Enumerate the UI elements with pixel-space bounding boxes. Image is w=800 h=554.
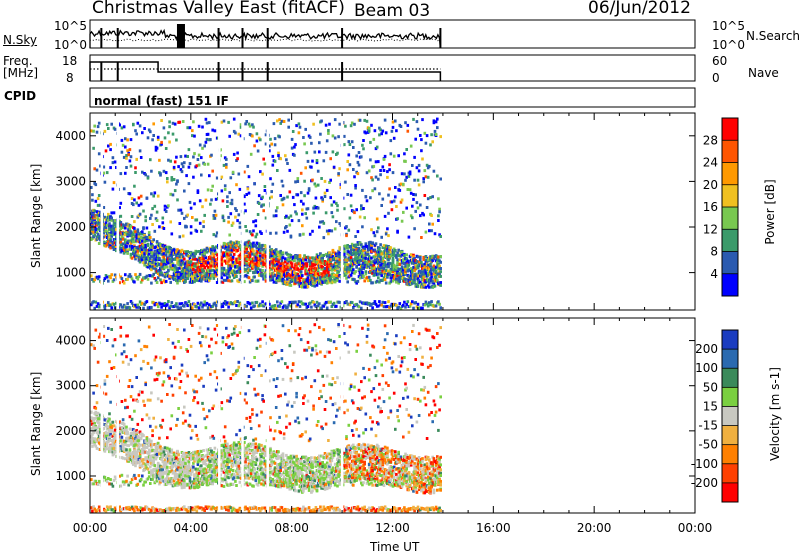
- velocity-colorbar-ticklabel-3: 15: [703, 399, 718, 413]
- nsky-label: N.Sky: [3, 33, 38, 47]
- freq-label-1: Freq.: [3, 54, 33, 68]
- velocity-data-gap-2: [218, 318, 221, 513]
- nsky-tick-top: 10^5: [54, 19, 87, 33]
- power-colorbar-ticklabel-2: 20: [703, 178, 718, 192]
- freq-trace: [89, 61, 442, 81]
- velocity-colorbar-cell-7: [722, 463, 738, 484]
- velocity-data-gap-5: [340, 318, 344, 513]
- cpid-label: CPID: [4, 89, 37, 103]
- time-tick-label-6: 00:00: [678, 521, 713, 535]
- cpid-value: normal (fast) 151 IF: [94, 94, 229, 108]
- power-colorbar-ticklabel-4: 12: [703, 222, 718, 236]
- nave-label: Nave: [748, 66, 779, 80]
- nave-tick-bottom: 0: [712, 71, 720, 85]
- power-colorbar-ticklabel-0: 28: [703, 133, 718, 147]
- power-colorbar-cell-6: [722, 251, 738, 275]
- power-yticklabel-1: 2000: [55, 220, 86, 234]
- freq-tick-bottom: 8: [66, 71, 74, 85]
- velocity-colorbar-frame: [721, 329, 739, 503]
- power-data-gap-3: [241, 113, 244, 310]
- velocity-colorbar-ticklabel-1: 100: [695, 361, 718, 375]
- time-tick-label-1: 04:00: [174, 521, 209, 535]
- power-colorbar-ticklabel-6: 4: [710, 267, 718, 281]
- nsearch-label: N.Search: [746, 29, 800, 43]
- cpid-panel-frame: [89, 87, 696, 108]
- nave-tick-top: 60: [712, 54, 728, 68]
- velocity-colorbar-cell-6: [722, 444, 738, 465]
- nsky-tick-bottom: 10^0: [54, 38, 87, 52]
- power-colorbar-cell-7: [722, 273, 738, 297]
- velocity-colorbar-ticklabel-4: -15: [698, 419, 718, 433]
- nsky-block: [176, 24, 185, 48]
- power-colorbar-cell-2: [722, 162, 738, 186]
- velocity-colorbar-ticklabel-5: -50: [698, 438, 718, 452]
- velocity-data-gap-0: [100, 318, 104, 513]
- power-data-gap-0: [100, 113, 104, 310]
- velocity-data-gap-3: [241, 318, 244, 513]
- velocity-data-gap-1: [116, 318, 119, 513]
- power-colorbar-cell-0: [722, 118, 738, 141]
- velocity-colorbar-cell-4: [722, 406, 738, 427]
- power-colorbar-cell-5: [722, 229, 738, 252]
- time-tick-label-3: 12:00: [375, 521, 410, 535]
- time-tick-label-0: 00:00: [73, 521, 108, 535]
- date-label: 06/Jun/2012: [588, 0, 691, 18]
- velocity-yticklabel-0: 1000: [55, 469, 86, 483]
- power-data-gap-4: [266, 113, 269, 310]
- velocity-yticklabel-2: 3000: [55, 379, 86, 393]
- time-tick-label-5: 20:00: [577, 521, 612, 535]
- time-axis-label: Time UT: [370, 540, 420, 554]
- power-data-gap-1: [116, 113, 119, 310]
- power-colorbar-ticklabel-1: 24: [703, 156, 718, 170]
- velocity-colorbar-ticklabel-6: -100: [691, 457, 718, 471]
- power-colorbar-cell-1: [722, 140, 738, 163]
- power-yticklabel-0: 1000: [55, 266, 86, 280]
- velocity-colorbar-cell-1: [722, 349, 738, 369]
- freq-label-2: [MHz]: [3, 66, 39, 80]
- power-heatmap: [90, 117, 442, 310]
- velocity-colorbar-cell-8: [722, 482, 738, 503]
- velocity-yticklabel-3: 4000: [55, 334, 86, 348]
- beam-label: Beam 03: [354, 1, 431, 21]
- velocity-colorbar-ticklabel-0: 200: [695, 342, 718, 356]
- power-data-gap-5: [340, 113, 344, 310]
- power-colorbar-ticklabel-3: 16: [703, 200, 718, 214]
- power-data-gap-2: [218, 113, 221, 310]
- time-tick-label-4: 16:00: [476, 521, 511, 535]
- power-colorbar-ticklabel-5: 8: [710, 245, 718, 259]
- freq-panel-frame: [89, 54, 696, 82]
- velocity-colorbar-cell-2: [722, 368, 738, 388]
- nsearch-tick-bottom: 10^0: [712, 38, 745, 52]
- freq-tick-top: 18: [62, 54, 78, 68]
- nsearch-tick-top: 10^5: [712, 19, 745, 33]
- power-colorbar-cell-3: [722, 184, 738, 208]
- power-yticklabel-2: 3000: [55, 174, 86, 188]
- time-tick-label-2: 08:00: [274, 521, 309, 535]
- velocity-colorbar-cell-5: [722, 425, 738, 446]
- power-colorbar-cell-4: [722, 207, 738, 230]
- nsky-trace: [89, 28, 442, 49]
- velocity-colorbar-ticklabel-2: 50: [703, 380, 718, 394]
- velocity-colorbar-ticklabel-7: -200: [691, 476, 718, 490]
- velocity-yticklabel-1: 2000: [55, 424, 86, 438]
- velocity-heatmap: [90, 323, 442, 513]
- plot-title: Christmas Valley East (fitACF): [92, 0, 345, 18]
- velocity-colorbar-cell-0: [722, 330, 738, 350]
- velocity-colorbar-cell-3: [722, 387, 738, 407]
- nsearch-trace: [89, 38, 441, 42]
- power-yticklabel-3: 4000: [55, 129, 86, 143]
- velocity-data-gap-4: [266, 318, 269, 513]
